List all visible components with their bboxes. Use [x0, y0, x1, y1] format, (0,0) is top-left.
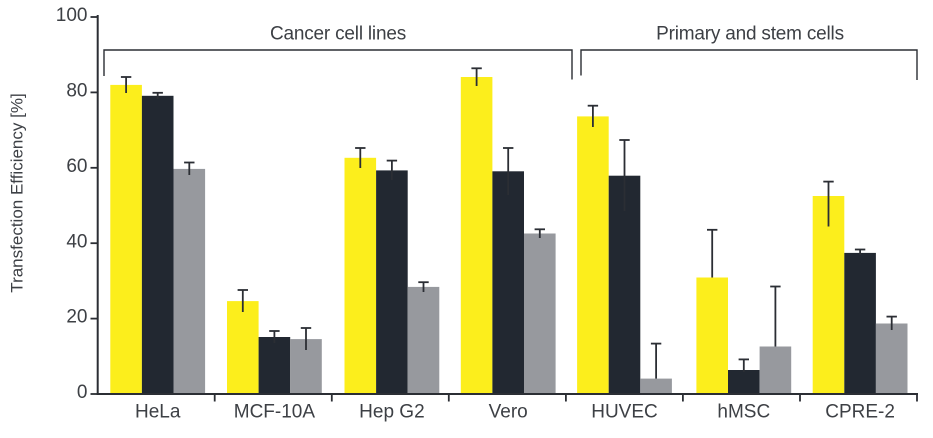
svg-text:MCF-10A: MCF-10A [234, 402, 316, 423]
svg-text:80: 80 [66, 81, 87, 102]
svg-text:Transfection Efficiency [%]: Transfection Efficiency [%] [8, 93, 27, 292]
svg-text:Vero: Vero [489, 402, 528, 423]
svg-text:Hep G2: Hep G2 [359, 402, 424, 423]
svg-text:Primary and stem cells: Primary and stem cells [656, 24, 844, 45]
svg-text:20: 20 [66, 307, 87, 328]
svg-text:100: 100 [56, 5, 88, 26]
svg-text:HeLa: HeLa [135, 402, 181, 423]
svg-text:40: 40 [66, 231, 87, 252]
svg-text:Cancer cell lines: Cancer cell lines [270, 24, 406, 45]
svg-text:60: 60 [66, 156, 87, 177]
svg-text:0: 0 [77, 382, 88, 403]
svg-text:CPRE-2: CPRE-2 [825, 402, 895, 423]
svg-text:HUVEC: HUVEC [591, 402, 658, 423]
svg-text:hMSC: hMSC [717, 402, 770, 423]
